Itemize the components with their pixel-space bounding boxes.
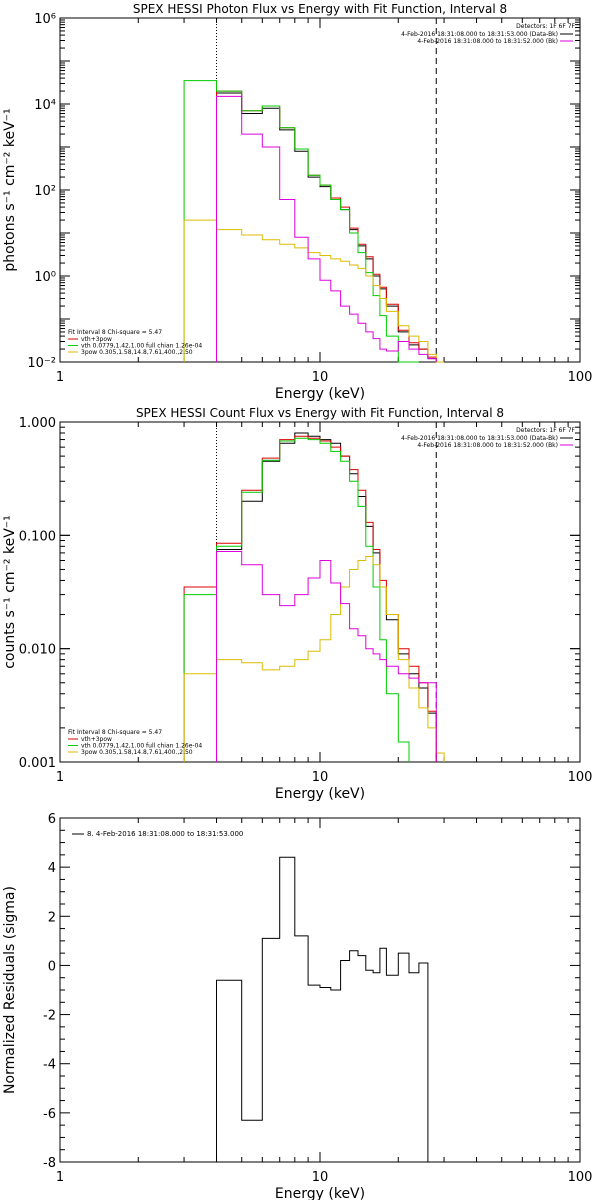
chart-title: SPEX HESSI Count Flux vs Energy with Fit… (136, 406, 504, 420)
y-tick-label: 10⁴ (34, 98, 56, 113)
x-tick-label: 100 (568, 370, 593, 385)
legend-entry-label: vth+3pow (81, 736, 112, 743)
series-data-bk (216, 92, 437, 362)
plot-frame (59, 421, 581, 763)
chart-panel-1: SPEX HESSI Photon Flux vs Energy with Fi… (2, 2, 592, 402)
legend-entry-label: 4-Feb-2016 18:31:08.000 to 18:31:52.000 … (417, 38, 558, 45)
legend-entry-label: vth+3pow (81, 336, 112, 343)
y-tick-label: 10⁻² (27, 356, 56, 371)
x-axis-label: Energy (keV) (275, 386, 365, 402)
series-3pow (183, 556, 445, 762)
series-vth (183, 80, 419, 363)
legend-bottom-left: Fit Interval 8 Chi-square = 5.47vth+3pow… (68, 329, 202, 356)
y-axis-label: Normalized Residuals (sigma) (2, 886, 18, 1094)
legend-entry-label: vth 0.0779,1.42,1.00 full chian 1.26e-04 (81, 743, 202, 750)
legend-fit-header: Fit Interval 8 Chi-square = 5.47 (68, 329, 162, 336)
x-axis-label: Energy (keV) (275, 1186, 365, 1200)
x-tick-label: 10 (312, 1170, 329, 1185)
x-tick-label: 1 (56, 1170, 64, 1185)
plot-frame (59, 17, 581, 363)
series-data-bk (216, 432, 437, 762)
series-vth (183, 437, 410, 762)
legend-entry-label: 4-Feb-2016 18:31:08.000 to 18:31:52.000 … (417, 442, 558, 449)
series-vth-3pow (216, 90, 445, 363)
y-tick-label: 10⁰ (34, 270, 56, 285)
y-tick-label: 2 (48, 910, 56, 925)
x-tick-label: 10 (312, 370, 329, 385)
legend-top-left: 8. 4-Feb-2016 18:31:08.000 to 18:31:53.0… (72, 830, 243, 838)
legend-top-right: Detectors: 1F 6F 7F4-Feb-2016 18:31:08.0… (401, 23, 575, 45)
y-tick-label: 4 (48, 861, 56, 876)
series-3pow (183, 219, 445, 363)
y-tick-label: 0.001 (19, 756, 56, 771)
legend-fit-header: Fit Interval 8 Chi-square = 5.47 (68, 729, 162, 736)
x-tick-label: 1 (56, 370, 64, 385)
y-tick-label: 10² (34, 184, 56, 199)
chart-panel-3: 1 10 100 -8 -6 -4 -2 0 2 4 6 Energy (keV) Normalized… (2, 812, 592, 1200)
legend-entry-label: 8. 4-Feb-2016 18:31:08.000 to 18:31:53.0… (87, 830, 243, 838)
chart-title: SPEX HESSI Photon Flux vs Energy with Fi… (133, 2, 507, 16)
legend-entry-label: 3pow 0.305,1.58,14.8,7.61,400.,2.50 (81, 349, 193, 356)
legend-entry-label: 3pow 0.305,1.58,14.8,7.61,400.,2.50 (81, 749, 193, 756)
legend-detectors: Detectors: 1F 6F 7F (516, 23, 575, 30)
y-tick-label: 0.100 (19, 529, 56, 544)
y-tick-label: -8 (43, 1156, 56, 1171)
legend-entry-label: vth 0.0779,1.42,1.00 full chian 1.26e-04 (81, 343, 202, 350)
y-axis-label: photons s⁻¹ cm⁻² keV⁻¹ (2, 108, 18, 271)
y-tick-label: -6 (43, 1107, 56, 1122)
legend-entry-label: 4-Feb-2016 18:31:08.000 to 18:31:53.000 … (401, 435, 558, 442)
x-axis-label: Energy (keV) (275, 786, 365, 802)
x-tick-label: 1 (56, 770, 64, 785)
chart-panel-2: SPEX HESSI Count Flux vs Energy with Fit… (2, 406, 592, 802)
y-tick-label: 6 (48, 812, 56, 827)
y-tick-label: 0 (48, 959, 56, 974)
plot-frame (59, 817, 581, 1163)
y-tick-label: -2 (43, 1009, 56, 1024)
y-axis-label: counts s⁻¹ cm⁻² keV⁻¹ (2, 515, 18, 669)
series-bk (216, 551, 437, 762)
y-tick-label: 1.000 (19, 416, 56, 431)
legend-entry-label: 4-Feb-2016 18:31:08.000 to 18:31:53.000 … (401, 31, 558, 38)
y-tick-label: -4 (43, 1058, 56, 1073)
legend-top-right: Detectors: 1F 6F 7F4-Feb-2016 18:31:08.0… (401, 427, 575, 449)
y-tick-label: 10⁶ (34, 12, 56, 27)
x-tick-label: 100 (568, 770, 593, 785)
x-tick-label: 100 (568, 1170, 593, 1185)
y-tick-label: 0.010 (19, 643, 56, 658)
series-bk (216, 95, 437, 362)
residuals-series (216, 856, 429, 1162)
legend-bottom-left: Fit Interval 8 Chi-square = 5.47vth+3pow… (68, 729, 202, 756)
legend-detectors: Detectors: 1F 6F 7F (516, 427, 575, 434)
x-tick-label: 10 (312, 770, 329, 785)
